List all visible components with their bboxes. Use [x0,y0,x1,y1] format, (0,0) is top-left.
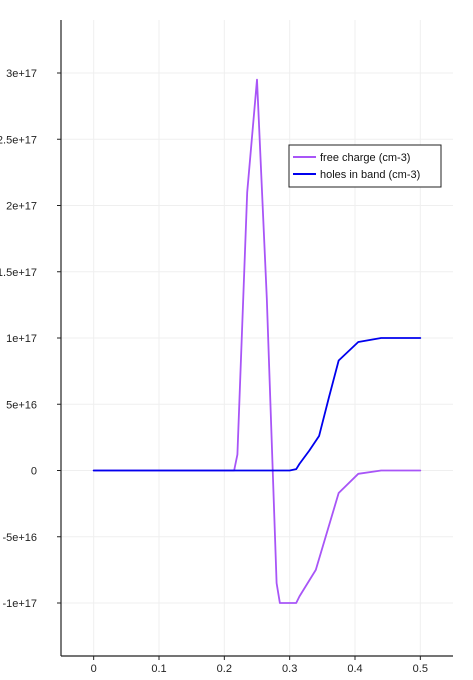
x-tick-label: 0.4 [347,663,362,675]
tick-labels: 0 0.1 0.2 0.3 0.4 0.5 -1e+17 -5e+16 0 5e+16 1e+17 1… [0,68,428,675]
x-tick-label: 0.3 [282,663,297,675]
series-line-2 [92,337,422,472]
y-tick-label: 5e+16 [6,399,37,411]
legend-label: holes in band (cm-3) [320,169,420,181]
y-tick-label: -1e+17 [2,598,37,610]
x-tick-label: 0.5 [413,663,428,675]
y-tick-label: 3e+17 [6,68,37,80]
x-tick-label: 0.2 [217,663,232,675]
series-lines [92,78,422,604]
y-tick-label: 2.5e+17 [0,134,37,146]
legend-label: free charge (cm-3) [320,152,410,164]
legend-box [288,144,442,188]
y-tick-label: 1.5e+17 [0,267,37,279]
legend: free charge (cm-3) holes in band (cm-3) [288,144,442,188]
y-tick-label: 1e+17 [6,333,37,345]
y-tick-label: -5e+16 [2,532,37,544]
x-tick-label: 0 [91,663,97,675]
y-tick-label: 0 [31,466,37,478]
y-tick-label: 2e+17 [6,201,37,213]
x-tick-label: 0.1 [151,663,166,675]
